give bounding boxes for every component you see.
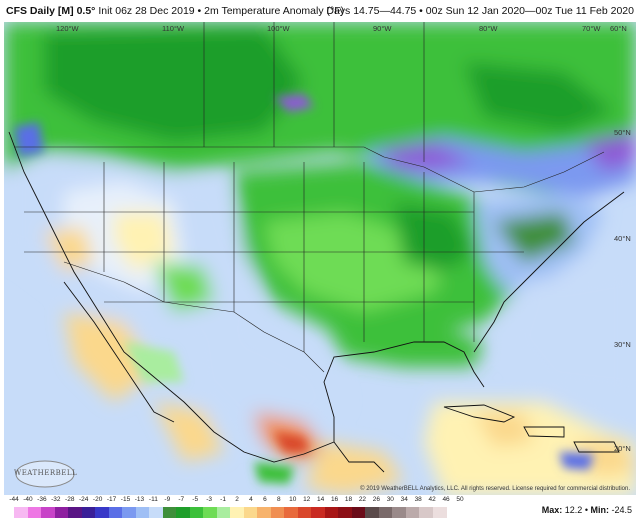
- map-graphic: [4, 22, 636, 495]
- scale-swatch: [149, 507, 163, 518]
- scale-swatch: [54, 507, 69, 518]
- scale-tick-label: 14: [317, 496, 325, 503]
- scale-swatch: [189, 507, 204, 518]
- scale-swatch: [378, 507, 393, 518]
- header-left: CFS Daily [M] 0.5° Init 06z 28 Dec 2019 …: [6, 5, 344, 17]
- scale-swatch: [432, 507, 447, 518]
- scale-tick-label: -7: [178, 496, 185, 503]
- scale-swatch: [135, 507, 150, 518]
- scale-tick-label: -28: [65, 496, 75, 503]
- scale-tick-label: 6: [263, 496, 267, 503]
- scale-tick-label: -32: [51, 496, 61, 503]
- anomaly-details: [14, 94, 594, 484]
- scale-swatch: [162, 507, 177, 518]
- scale-tick-label: -9: [164, 496, 171, 503]
- lon-label-110w: 110°W: [162, 24, 185, 33]
- scale-bar: [14, 507, 461, 518]
- scale-tick-label: 18: [344, 496, 353, 503]
- scale-labels: -44 -40 -36 -32 -28 -24 -20 -17 -15 -13 -11 -9 -7 -5-…: [9, 496, 464, 506]
- scale-swatch: [446, 507, 461, 518]
- scale-tick-label: -20: [92, 496, 103, 503]
- scale-swatch: [81, 507, 96, 518]
- scale-tick-label: -36: [37, 496, 47, 503]
- scale-swatch: [122, 507, 136, 518]
- scale-tick-label: 12: [303, 496, 311, 503]
- color-scale-legend: -44 -40 -36 -32 -28 -24 -20 -17 -15 -13 -11 -9 -7 -5-…: [9, 496, 464, 524]
- init-info: Init 06z 28 Dec 2019 • 2m Temperature An…: [98, 5, 345, 17]
- scale-swatch: [419, 507, 433, 518]
- lon-label-100w: 100°W: [267, 24, 290, 33]
- scale-tick-label: 8: [277, 496, 281, 503]
- max-min-stats: Max: 12.2 • Min: -24.5: [541, 505, 632, 515]
- logo-text: WEATHERBELL: [14, 469, 78, 477]
- scale-swatch: [257, 507, 271, 518]
- scale-tick-label: 4: [249, 496, 253, 503]
- scale-swatch: [311, 507, 325, 518]
- scale-swatch: [351, 507, 366, 518]
- scale-swatch: [176, 507, 190, 518]
- scale-swatch: [297, 507, 312, 518]
- scale-tick-label: 38: [414, 496, 422, 503]
- scale-swatch: [392, 507, 406, 518]
- scale-swatch: [27, 507, 42, 518]
- scale-tick-label: -5: [192, 496, 199, 503]
- valid-period: Days 14.75—44.75 • 00z Sun 12 Jan 2020—0…: [326, 5, 634, 17]
- lat-label-60n: 60°N: [610, 24, 627, 33]
- scale-swatch: [243, 507, 258, 518]
- scale-swatch: [405, 507, 420, 518]
- scale-swatch: [14, 507, 28, 518]
- scale-tick-label: 42: [428, 496, 436, 503]
- lat-label-30n: 30°N: [614, 340, 631, 349]
- scale-swatch: [68, 507, 82, 518]
- max-value: 12.2: [564, 505, 583, 515]
- scale-tick-label: -11: [148, 496, 158, 503]
- scale-tick-label: -24: [78, 496, 89, 503]
- temperature-anomaly-map: 120°W 110°W 100°W 90°W 80°W 70°W 60°N 50…: [4, 22, 636, 495]
- scale-tick-label: -40: [23, 496, 33, 503]
- scale-tick-label: -3: [206, 496, 213, 503]
- lon-label-80w: 80°W: [479, 24, 498, 33]
- legend-footer: -44 -40 -36 -32 -28 -24 -20 -17 -15 -13 -11 -9 -7 -5-…: [0, 495, 640, 526]
- lon-label-70w: 70°W: [582, 24, 601, 33]
- political-borders: [14, 22, 605, 373]
- scale-tick-label: -17: [106, 496, 117, 503]
- scale-tick-label: 2: [235, 496, 239, 503]
- scale-tick-label: 34: [400, 496, 408, 503]
- scale-tick-label: 10: [289, 496, 297, 503]
- weatherbell-logo: WEATHERBELL: [14, 459, 78, 489]
- lat-label-40n: 40°N: [614, 234, 631, 243]
- logo-ring-icon: [15, 460, 75, 488]
- lat-label-50n: 50°N: [614, 128, 631, 137]
- scale-swatch: [95, 507, 109, 518]
- scale-swatch: [365, 507, 379, 518]
- scale-swatch: [270, 507, 285, 518]
- scale-swatch: [108, 507, 123, 518]
- map-header: CFS Daily [M] 0.5° Init 06z 28 Dec 2019 …: [0, 0, 640, 22]
- scale-swatch: [41, 507, 55, 518]
- scale-tick-label: 50: [456, 496, 464, 503]
- scale-tick-label: -44: [9, 496, 19, 503]
- scale-swatch: [230, 507, 244, 518]
- scale-swatch: [284, 507, 298, 518]
- copyright-credit: © 2019 WeatherBELL Analytics, LLC. All r…: [360, 486, 630, 492]
- scale-swatch: [203, 507, 217, 518]
- max-label: Max:: [541, 505, 563, 515]
- scale-tick-label: -13: [134, 496, 145, 503]
- scale-tick-label: -15: [120, 496, 131, 503]
- scale-tick-label: 46: [442, 496, 450, 503]
- min-value: -24.5: [611, 505, 632, 515]
- scale-tick-label: 22: [358, 496, 367, 503]
- scale-tick-label: 26: [372, 496, 380, 503]
- scale-tick-label: 16: [330, 496, 339, 503]
- min-label: Min:: [590, 505, 609, 515]
- model-name: CFS Daily [M] 0.5°: [6, 5, 96, 17]
- lon-label-90w: 90°W: [373, 24, 392, 33]
- scale-tick-label: -1: [220, 496, 226, 503]
- scale-swatch: [338, 507, 352, 518]
- scale-tick-label: 30: [386, 496, 394, 503]
- lon-label-120w: 120°W: [56, 24, 79, 33]
- lat-label-20n: 20°N: [614, 444, 631, 453]
- scale-swatch: [324, 507, 339, 518]
- scale-swatch: [216, 507, 231, 518]
